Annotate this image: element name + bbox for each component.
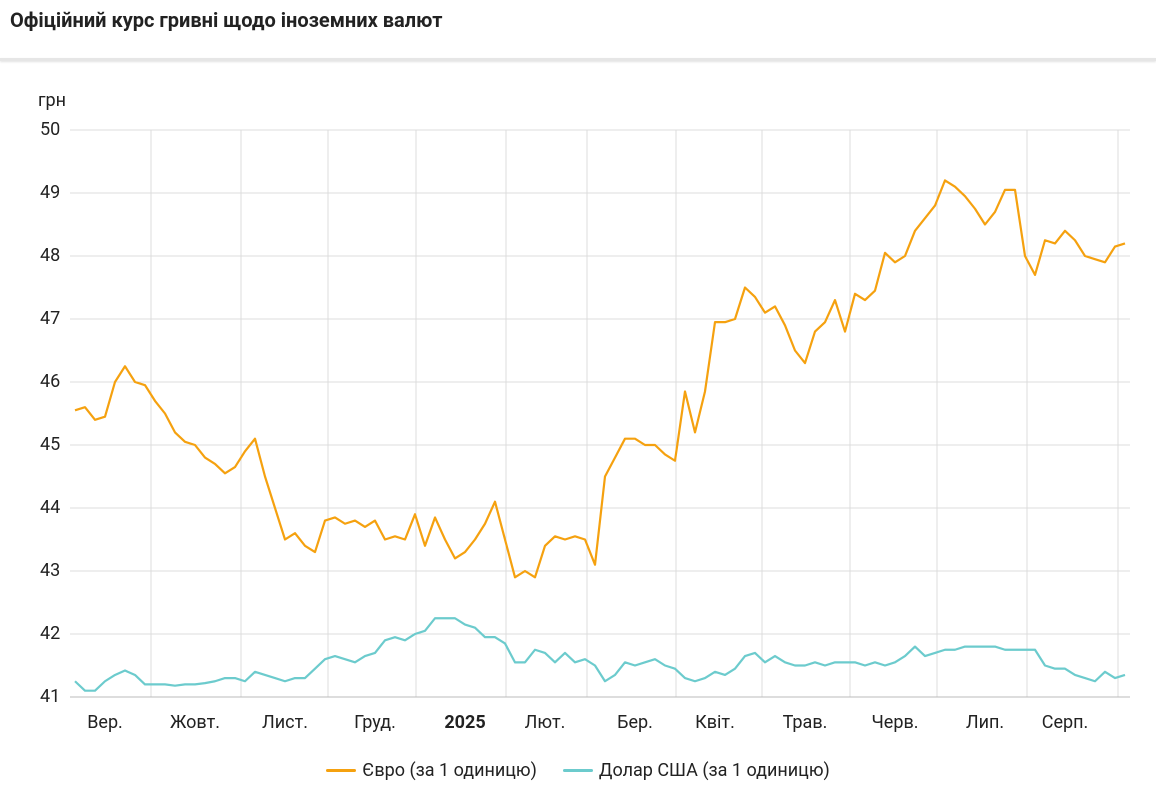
- y-tick-label: 50: [40, 119, 60, 140]
- legend-swatch: [562, 769, 593, 772]
- y-tick-label: 43: [40, 560, 60, 581]
- y-tick-label: 41: [40, 686, 60, 707]
- x-tick-label: Лип.: [966, 712, 1004, 733]
- y-axis-unit: грн: [38, 90, 66, 111]
- y-tick-label: 48: [40, 245, 60, 266]
- x-tick-label: Трав.: [783, 712, 828, 733]
- x-tick-label: Лист.: [262, 712, 308, 733]
- x-tick-label: Вер.: [87, 712, 123, 733]
- legend: Євро (за 1 одиницю) Долар США (за 1 одини…: [0, 760, 1156, 781]
- y-tick-label: 47: [40, 308, 60, 329]
- y-tick-label: 49: [40, 182, 60, 203]
- series-line: [74, 179, 1126, 579]
- legend-label: Євро (за 1 одиницю): [362, 760, 537, 781]
- x-tick-label: Жовт.: [170, 712, 220, 733]
- series-line: [74, 617, 1126, 692]
- y-tick-label: 42: [40, 623, 60, 644]
- header-separator: [0, 58, 1156, 61]
- x-tick-label: Бер.: [617, 712, 653, 733]
- x-tick-label: 2025: [444, 712, 485, 733]
- x-tick-label: Черв.: [871, 712, 918, 733]
- chart-title: Офіційний курс гривні щодо іноземних вал…: [10, 8, 443, 32]
- legend-item: Долар США (за 1 одиницю): [562, 760, 830, 781]
- month-grid: [150, 130, 1119, 697]
- legend-label: Долар США (за 1 одиницю): [598, 760, 830, 781]
- legend-item: Євро (за 1 одиницю): [326, 760, 537, 781]
- x-tick-label: Квіт.: [695, 712, 735, 733]
- x-tick-label: Груд.: [354, 712, 396, 733]
- legend-swatch: [326, 769, 357, 772]
- y-tick-label: 46: [40, 371, 60, 392]
- x-tick-label: Серп.: [1042, 712, 1089, 733]
- x-tick-label: Лют.: [525, 712, 566, 733]
- y-tick-label: 44: [40, 497, 60, 518]
- y-tick-label: 45: [40, 434, 60, 455]
